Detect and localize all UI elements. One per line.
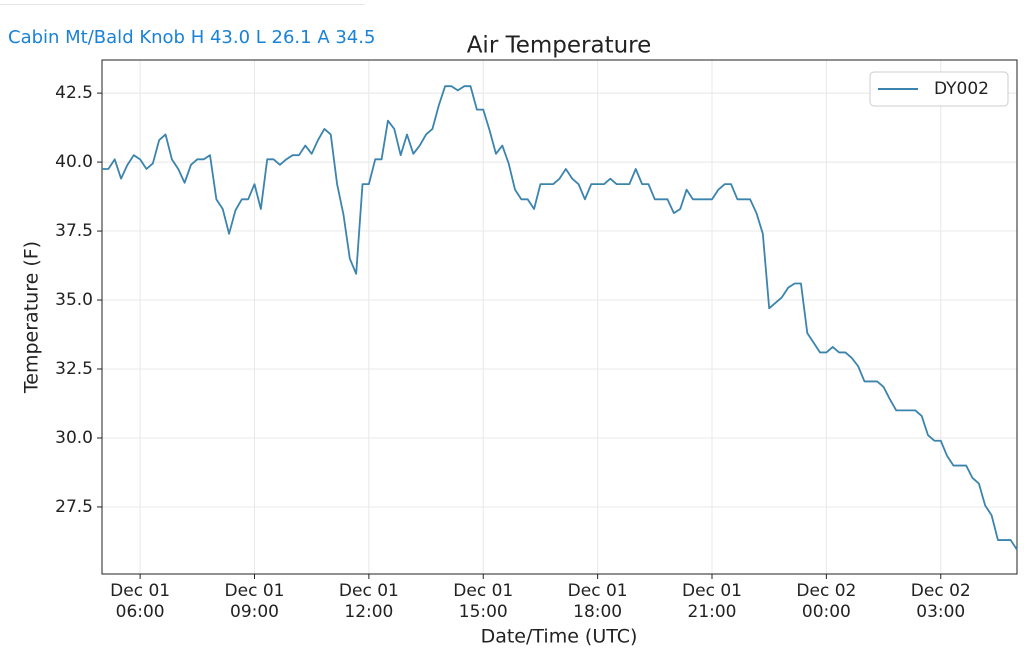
y-tick-label: 40.0 bbox=[55, 152, 93, 172]
y-tick-label: 42.5 bbox=[55, 83, 93, 103]
y-tick-label: 30.0 bbox=[55, 428, 93, 448]
x-tick-label: Dec 01 21:00 bbox=[682, 581, 742, 622]
plot-frame bbox=[101, 59, 1018, 575]
y-axis-label: Temperature (F) bbox=[21, 241, 43, 394]
legend-box bbox=[869, 71, 1009, 107]
y-tick-label: 32.5 bbox=[55, 359, 93, 379]
x-tick-label: Dec 01 12:00 bbox=[338, 581, 399, 622]
x-tick-label: Dec 01 06:00 bbox=[110, 581, 171, 622]
x-tick-label: Dec 01 18:00 bbox=[567, 581, 628, 622]
y-tick-label: 35.0 bbox=[55, 290, 93, 310]
legend-label: DY002 bbox=[934, 79, 989, 99]
x-tick-label: Dec 01 09:00 bbox=[224, 581, 285, 622]
y-tick-label: 27.5 bbox=[55, 497, 93, 517]
data-line bbox=[102, 85, 1018, 551]
station-summary: Cabin Mt/Bald Knob H 43.0 L 26.1 A 34.5 bbox=[8, 27, 376, 48]
x-tick-label: Dec 02 00:00 bbox=[796, 581, 857, 622]
x-axis-label: Date/Time (UTC) bbox=[481, 626, 638, 648]
x-tick-label: Dec 01 15:00 bbox=[453, 581, 514, 622]
chart-title: Air Temperature bbox=[467, 33, 652, 59]
top-divider bbox=[0, 4, 365, 5]
x-tick-label: Dec 02 03:00 bbox=[910, 581, 971, 622]
y-tick-label: 37.5 bbox=[55, 221, 93, 241]
